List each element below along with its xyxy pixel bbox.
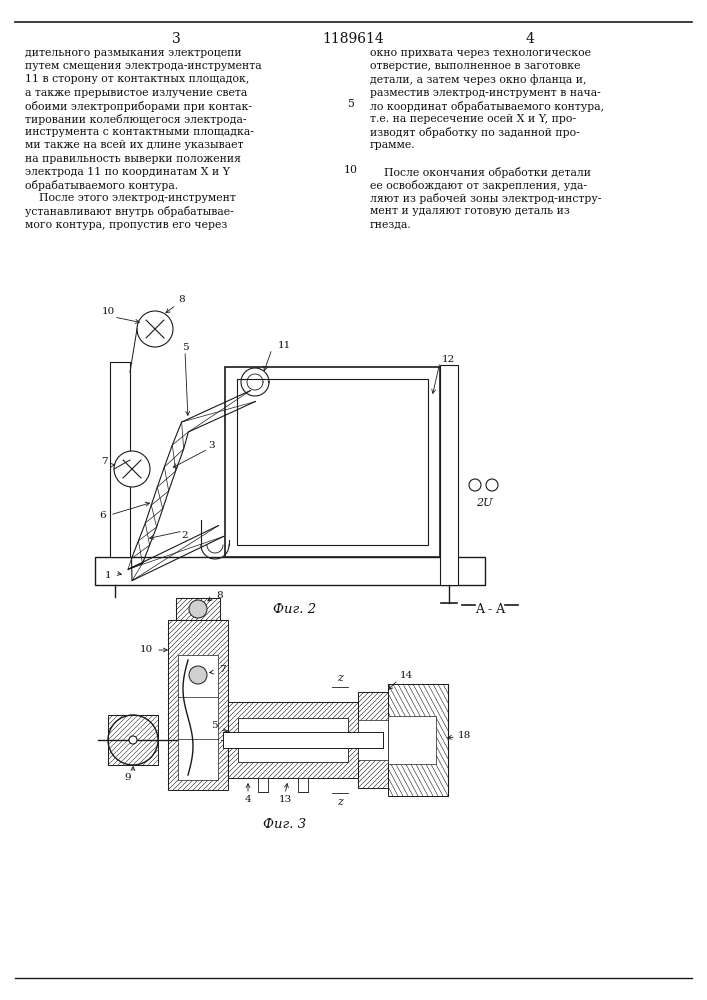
Text: т.е. на пересечение осей X и Y, про-: т.е. на пересечение осей X и Y, про-	[370, 114, 576, 124]
Bar	[388, 684, 448, 796]
Text: ми также на всей их длине указывает: ми также на всей их длине указывает	[25, 140, 243, 150]
Circle shape	[137, 311, 173, 347]
Text: z: z	[337, 797, 343, 807]
Text: разместив электрод-инструмент в нача-: разместив электрод-инструмент в нача-	[370, 88, 601, 98]
Text: 7: 7	[218, 666, 226, 674]
Text: 9: 9	[124, 772, 132, 782]
Text: инструмента с контактными площадка-: инструмента с контактными площадка-	[25, 127, 254, 137]
Text: мого контура, пропустив его через: мого контура, пропустив его через	[25, 220, 227, 230]
Text: 2U: 2U	[476, 498, 492, 508]
Bar	[238, 718, 348, 762]
Bar	[108, 715, 158, 765]
Text: электрода 11 по координатам X и Y: электрода 11 по координатам X и Y	[25, 167, 230, 177]
Bar	[176, 598, 220, 620]
Text: После этого электрод-инструмент: После этого электрод-инструмент	[25, 193, 236, 203]
Bar	[440, 365, 458, 585]
Text: 4: 4	[525, 32, 534, 46]
Bar	[228, 702, 358, 778]
Circle shape	[114, 451, 150, 487]
Text: После окончания обработки детали: После окончания обработки детали	[370, 167, 591, 178]
Text: 10: 10	[344, 165, 358, 175]
Circle shape	[469, 479, 481, 491]
Text: а также прерывистое излучение света: а также прерывистое излучение света	[25, 88, 247, 98]
Bar	[237, 379, 428, 545]
Text: на правильность выверки положения: на правильность выверки положения	[25, 154, 241, 164]
Bar	[223, 732, 383, 748]
Bar	[95, 557, 485, 585]
Circle shape	[129, 736, 137, 744]
Text: 1: 1	[105, 570, 111, 580]
Text: тировании колеблющегося электрода-: тировании колеблющегося электрода-	[25, 114, 247, 125]
Text: A - A: A - A	[475, 603, 505, 616]
Bar	[258, 778, 268, 792]
Text: 1189614: 1189614	[322, 32, 384, 46]
Text: 11: 11	[277, 340, 291, 350]
Text: 2: 2	[182, 530, 188, 540]
Text: грамме.: грамме.	[370, 140, 416, 150]
Text: дительного размыкания электроцепи: дительного размыкания электроцепи	[25, 48, 242, 58]
Text: 5: 5	[348, 99, 354, 109]
Text: 3: 3	[172, 32, 180, 46]
Bar	[358, 692, 388, 788]
Text: путем смещения электрода-инструмента: путем смещения электрода-инструмента	[25, 61, 262, 71]
Bar	[178, 655, 218, 780]
Text: 5: 5	[211, 720, 217, 730]
Text: 18: 18	[457, 730, 471, 740]
Text: z: z	[337, 673, 343, 683]
Text: обоими электроприборами при контак-: обоими электроприборами при контак-	[25, 101, 252, 112]
Bar	[388, 716, 436, 764]
Text: ляют из рабочей зоны электрод-инстру-: ляют из рабочей зоны электрод-инстру-	[370, 193, 602, 204]
Bar	[168, 620, 228, 790]
Text: окно прихвата через технологическое: окно прихвата через технологическое	[370, 48, 591, 58]
Text: 10: 10	[139, 646, 153, 654]
Text: Фиг. 3: Фиг. 3	[264, 818, 307, 831]
Circle shape	[189, 666, 207, 684]
Text: ее освобождают от закрепления, уда-: ее освобождают от закрепления, уда-	[370, 180, 587, 191]
Text: 6: 6	[100, 510, 106, 520]
Text: 8: 8	[216, 590, 223, 599]
Text: детали, а затем через окно фланца и,: детали, а затем через окно фланца и,	[370, 74, 587, 85]
Bar	[110, 362, 130, 557]
Text: мент и удаляют готовую деталь из: мент и удаляют готовую деталь из	[370, 206, 570, 216]
Text: 4: 4	[245, 796, 251, 804]
Text: устанавливают внутрь обрабатывае-: устанавливают внутрь обрабатывае-	[25, 206, 234, 217]
Text: 5: 5	[182, 342, 188, 352]
Text: Фиг. 2: Фиг. 2	[274, 603, 317, 616]
Circle shape	[189, 600, 207, 618]
Text: 3: 3	[209, 440, 216, 450]
Text: 7: 7	[100, 458, 107, 466]
Circle shape	[486, 479, 498, 491]
Text: 12: 12	[441, 355, 455, 363]
Bar	[225, 367, 440, 557]
Text: 10: 10	[101, 308, 115, 316]
Text: 13: 13	[279, 796, 291, 804]
Text: ло координат обрабатываемого контура,: ло координат обрабатываемого контура,	[370, 101, 604, 112]
Text: 14: 14	[399, 672, 413, 680]
Bar	[358, 720, 388, 760]
Bar	[298, 778, 308, 792]
Text: 8: 8	[179, 294, 185, 304]
Text: 11 в сторону от контактных площадок,: 11 в сторону от контактных площадок,	[25, 74, 250, 84]
Text: гнезда.: гнезда.	[370, 220, 411, 230]
Text: обрабатываемого контура.: обрабатываемого контура.	[25, 180, 178, 191]
Text: изводят обработку по заданной про-: изводят обработку по заданной про-	[370, 127, 580, 138]
Text: отверстие, выполненное в заготовке: отверстие, выполненное в заготовке	[370, 61, 580, 71]
